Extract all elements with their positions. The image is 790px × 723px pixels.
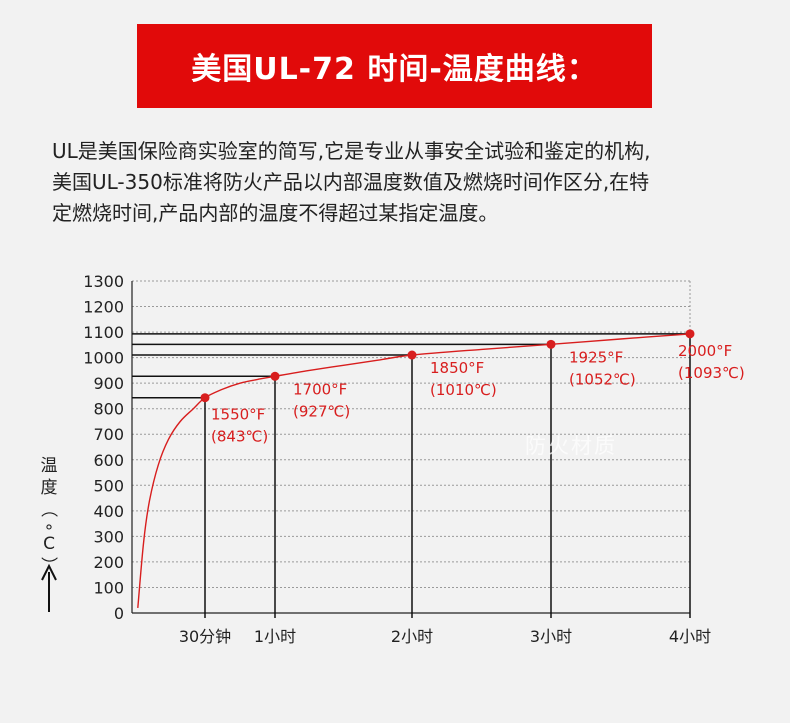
y-tick-label: 1100 (83, 323, 124, 342)
x-tick-label: 30分钟 (179, 627, 231, 646)
y-tick-label: 300 (93, 527, 124, 546)
data-label-celsius: (1093℃) (678, 364, 745, 382)
y-axis-label-char: 度 (41, 478, 58, 498)
description-line: 美国UL-350标准将防火产品以内部温度数值及燃烧时间作区分,在特 (52, 170, 650, 194)
x-tick-label: 4小时 (669, 627, 711, 646)
data-point (546, 339, 556, 349)
title-banner: 美国UL-72 时间-温度曲线： (137, 24, 652, 108)
x-tick-label: 3小时 (530, 627, 572, 646)
x-tick-label: 2小时 (391, 627, 433, 646)
y-tick-label: 1200 (83, 298, 124, 317)
y-tick-label: 500 (93, 476, 124, 495)
y-tick-label: 600 (93, 451, 124, 470)
y-axis-label-char: C (43, 534, 55, 554)
y-tick-label: 1300 (83, 272, 124, 291)
y-axis-label-char: （ (38, 501, 58, 518)
y-tick-label: 400 (93, 502, 124, 521)
description-line: UL是美国保险商实验室的简写,它是专业从事安全试验和鉴定的机构, (52, 139, 651, 163)
y-tick-label: 1000 (83, 349, 124, 368)
x-tick-label: 1小时 (254, 627, 296, 646)
y-axis-label-char: ° (45, 522, 54, 542)
y-tick-label: 900 (93, 374, 124, 393)
data-point (685, 329, 695, 339)
data-point (407, 350, 417, 360)
data-label-celsius: (1052℃) (569, 370, 636, 388)
data-label-fahrenheit: 1700°F (293, 380, 347, 398)
description: UL是美国保险商实验室的简写,它是专业从事安全试验和鉴定的机构, 美国UL-35… (52, 136, 752, 229)
y-tick-label: 100 (93, 578, 124, 597)
data-label-fahrenheit: 1925°F (569, 348, 623, 366)
y-tick-label: 0 (114, 604, 124, 623)
y-axis-label: 温度 （ °C ） (38, 456, 58, 574)
description-line: 定燃烧时间,产品内部的温度不得超过某指定温度。 (52, 201, 499, 225)
data-label-celsius: (927℃) (293, 402, 350, 420)
data-label-celsius: (843℃) (211, 428, 268, 446)
banner-title: 美国UL-72 时间-温度曲线： (191, 52, 598, 87)
y-tick-label: 800 (93, 400, 124, 419)
y-axis-label-char: 温 (41, 456, 58, 476)
data-label-fahrenheit: 1550°F (211, 406, 265, 424)
data-point (200, 393, 210, 403)
y-tick-label: 700 (93, 425, 124, 444)
data-point (270, 371, 280, 381)
data-label-celsius: (1010℃) (430, 381, 497, 399)
time-temperature-curve (137, 333, 691, 608)
y-axis-label-char: ） (38, 557, 58, 574)
watermark-text: 防火材质 (525, 434, 617, 458)
data-label-fahrenheit: 1850°F (430, 359, 484, 377)
up-arrow-icon (41, 563, 57, 581)
y-tick-label: 200 (93, 553, 124, 572)
data-label-fahrenheit: 2000°F (678, 342, 732, 360)
